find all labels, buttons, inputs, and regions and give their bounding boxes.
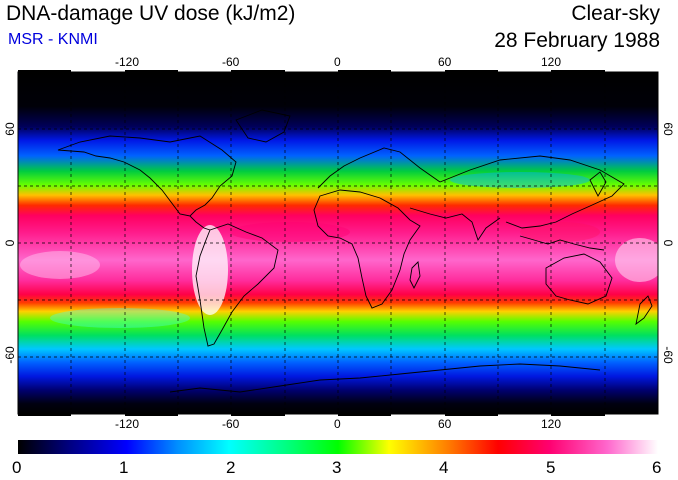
colorbar-gradient xyxy=(18,440,658,454)
australia-coast xyxy=(545,253,613,305)
new-zealand-coast xyxy=(635,295,653,326)
east-pacific-high-uv xyxy=(20,251,100,279)
frame-border-ticks xyxy=(18,70,605,416)
lat-tick-right: -60 xyxy=(661,346,675,364)
lon-tick-top: -120 xyxy=(115,55,140,69)
arabia-india-coast xyxy=(409,207,501,242)
coastlines xyxy=(57,109,653,393)
graticule xyxy=(18,72,658,414)
colorbar-label: 3 xyxy=(332,458,342,477)
lon-tick-top: 0 xyxy=(334,55,341,69)
africa-coast xyxy=(313,189,421,309)
indonesia-coast xyxy=(519,235,605,251)
map-subtitle: MSR - KNMI xyxy=(8,31,98,48)
lon-tick-top: 120 xyxy=(541,55,562,69)
colorbar-label: 0 xyxy=(12,458,22,477)
lon-tick-bottom: 60 xyxy=(438,417,452,431)
colorbar-label: 4 xyxy=(439,458,449,477)
indonesia-band xyxy=(520,222,600,242)
colorbar-label: 1 xyxy=(119,458,129,477)
lon-tick-top: -60 xyxy=(222,55,240,69)
map-title: DNA-damage UV dose (kJ/m2) xyxy=(6,2,296,25)
lat-tick-left: -60 xyxy=(3,346,17,364)
atlantic-band xyxy=(230,222,350,242)
south-america-coast xyxy=(195,223,279,347)
sky-condition: Clear-sky xyxy=(571,2,660,25)
japan-coast xyxy=(589,171,607,197)
lon-tick-bottom: -60 xyxy=(222,417,240,431)
central-america-coast xyxy=(189,215,211,231)
asia-coast xyxy=(439,155,625,229)
map-date: 28 February 1988 xyxy=(494,29,660,52)
south-pacific-cyan xyxy=(50,308,190,328)
pacific-high-uv xyxy=(615,238,658,282)
madagascar-coast xyxy=(409,261,421,290)
lat-tick-left: 60 xyxy=(3,122,17,136)
north-america-coast xyxy=(57,135,237,217)
lon-tick-bottom: 120 xyxy=(541,417,562,431)
lon-tick-top: 60 xyxy=(438,55,452,69)
colorbar-label: 2 xyxy=(226,458,236,477)
asia-low-uv xyxy=(450,172,590,188)
lat-tick-right: 0 xyxy=(661,239,675,247)
lon-tick-bottom: -120 xyxy=(115,417,140,431)
greenland-coast xyxy=(235,109,291,143)
colorbar-label: 5 xyxy=(546,458,556,477)
lon-tick-bottom: 0 xyxy=(334,417,341,431)
andes-high-uv xyxy=(192,225,228,315)
antarctica-coast xyxy=(169,363,601,393)
lat-tick-left: 0 xyxy=(3,239,17,247)
lat-tick-right: 60 xyxy=(661,122,675,136)
colorbar-label: 6 xyxy=(652,458,662,477)
europe-coast xyxy=(317,147,441,189)
